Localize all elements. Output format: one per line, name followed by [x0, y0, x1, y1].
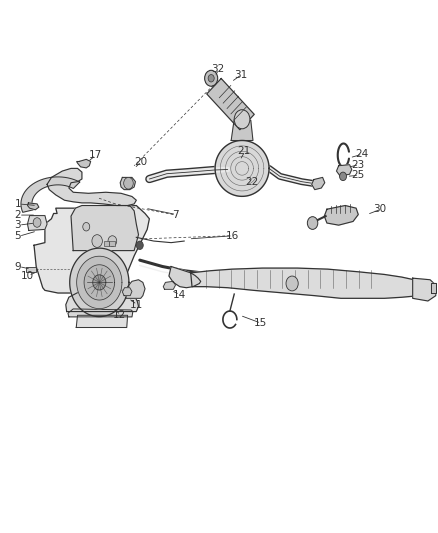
Text: 22: 22	[245, 176, 258, 187]
Text: 2: 2	[14, 210, 21, 220]
Bar	[26, 266, 36, 272]
Polygon shape	[231, 119, 253, 141]
Circle shape	[83, 222, 90, 231]
Polygon shape	[84, 265, 115, 300]
Circle shape	[108, 236, 117, 246]
Circle shape	[339, 172, 346, 181]
Text: 3: 3	[14, 220, 21, 230]
Text: 31: 31	[234, 70, 247, 79]
Polygon shape	[336, 165, 352, 176]
Text: 20: 20	[134, 157, 147, 166]
Text: 14: 14	[172, 289, 186, 300]
Circle shape	[208, 75, 214, 82]
Polygon shape	[207, 78, 254, 130]
Text: 11: 11	[130, 300, 143, 310]
Polygon shape	[125, 280, 145, 298]
Text: 7: 7	[172, 209, 179, 220]
Text: 32: 32	[212, 64, 225, 74]
Text: 15: 15	[254, 318, 267, 328]
Polygon shape	[312, 177, 325, 190]
Polygon shape	[431, 284, 436, 293]
Polygon shape	[47, 168, 136, 206]
Polygon shape	[120, 177, 135, 190]
Text: 21: 21	[238, 146, 251, 156]
Text: 9: 9	[14, 262, 21, 271]
Text: 12: 12	[113, 310, 127, 320]
Polygon shape	[122, 288, 132, 296]
Polygon shape	[215, 141, 269, 196]
Circle shape	[33, 217, 41, 227]
Text: 1: 1	[14, 199, 21, 209]
Polygon shape	[324, 206, 358, 225]
Bar	[104, 241, 109, 246]
Polygon shape	[163, 281, 176, 289]
Polygon shape	[34, 206, 149, 293]
Circle shape	[234, 110, 250, 129]
Polygon shape	[169, 266, 201, 288]
Polygon shape	[77, 159, 91, 168]
Polygon shape	[66, 289, 138, 312]
Polygon shape	[71, 206, 138, 251]
Circle shape	[286, 276, 298, 291]
Polygon shape	[21, 177, 80, 212]
Polygon shape	[76, 316, 127, 327]
Circle shape	[136, 241, 143, 249]
Polygon shape	[68, 309, 133, 317]
Polygon shape	[191, 268, 430, 298]
Polygon shape	[77, 256, 122, 309]
Text: 17: 17	[88, 150, 102, 160]
Bar	[110, 241, 115, 246]
Polygon shape	[28, 203, 39, 210]
Text: 16: 16	[226, 231, 239, 241]
Text: 10: 10	[21, 271, 34, 280]
Circle shape	[307, 216, 318, 229]
Text: 25: 25	[352, 171, 365, 180]
Polygon shape	[93, 275, 106, 290]
Circle shape	[92, 235, 102, 247]
Polygon shape	[413, 278, 436, 301]
Text: 24: 24	[355, 149, 368, 159]
Text: 23: 23	[352, 160, 365, 169]
Polygon shape	[28, 216, 47, 230]
Circle shape	[205, 70, 218, 86]
Text: 30: 30	[374, 204, 387, 214]
Text: 5: 5	[14, 231, 21, 241]
Circle shape	[124, 177, 133, 189]
Polygon shape	[70, 248, 129, 317]
